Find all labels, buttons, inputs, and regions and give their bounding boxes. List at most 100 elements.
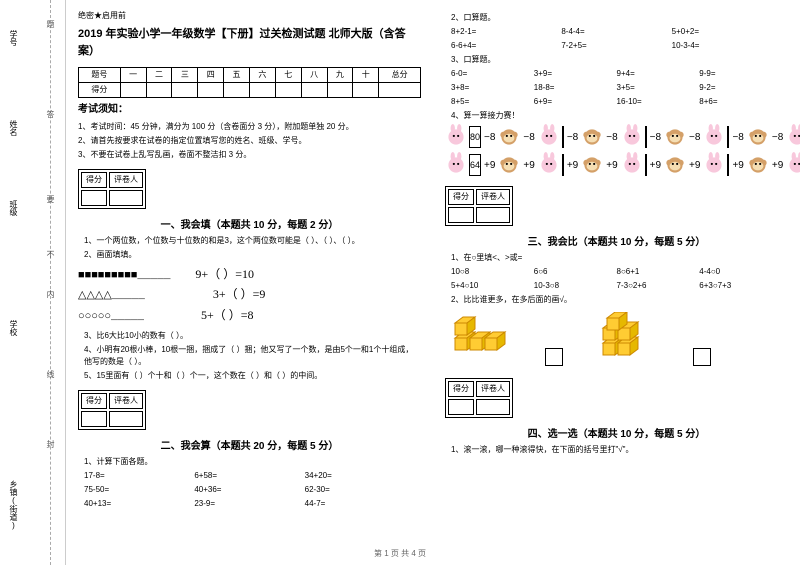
calc-item: 8+5= [451, 96, 534, 108]
grader-marker: 评卷人 [109, 172, 143, 188]
q2-2: 2、口算题。 [451, 12, 788, 24]
relay-op: +9 [689, 158, 700, 173]
left-column: 绝密★启用前 2019 年实验小学一年级数学【下册】过关检测试题 北师大版（含答… [66, 0, 433, 565]
binding-sidebar: 学号 姓名 班级 学校 乡镇(街道) 题 答 要 不 内 线 封 [0, 0, 66, 565]
score-header: 七 [275, 68, 301, 83]
shape-area: ■■■■■■■■■_____9+（ ）=10 △△△△_____3+（ ）=9 … [78, 265, 421, 327]
calc-item: 6○6 [534, 266, 617, 278]
grader-box: 得分评卷人 [445, 378, 513, 418]
score-header: 十 [353, 68, 379, 83]
relay-area: 80−8−8−8−8−8−8−8−864+9+9+9+9+9+9+9+9 [445, 124, 788, 178]
eq-c: 5+（ ）=8 [201, 306, 254, 325]
relay-box[interactable] [562, 154, 564, 176]
cube-svg [593, 312, 663, 362]
relay-box[interactable] [645, 126, 647, 148]
monkey-icon [664, 124, 686, 150]
notice-3: 3、不要在试卷上乱写乱画，卷面不整洁扣 3 分。 [78, 149, 421, 161]
q3-1: 1、在○里填<、>或= [451, 252, 788, 264]
calc-item: 10-3-4= [672, 40, 782, 52]
cut-char: 封 [45, 440, 56, 448]
notice-1: 1、考试时间：45 分钟，满分为 100 分（含卷面分 3 分），附加题单独 2… [78, 121, 421, 133]
shape-triangles: △△△△_____ [78, 290, 145, 302]
score-cell [120, 83, 146, 98]
calc-item: 44-7= [305, 498, 415, 510]
score-cell [249, 83, 275, 98]
section-1-title: 一、我会填（本题共 10 分，每题 2 分） [78, 218, 421, 233]
monkey-icon [498, 152, 520, 178]
score-cell [224, 83, 250, 98]
section-3-title: 三、我会比（本题共 10 分，每题 5 分） [445, 235, 788, 250]
q1-4: 4、小明有20根小棒，10根一捆，捆成了（ ）捆；他又写了一个数，是由5个一和1… [84, 344, 421, 368]
relay-box[interactable] [727, 154, 729, 176]
sidebar-label-school: 学校 [8, 320, 19, 336]
exam-title: 2019 年实验小学一年级数学【下册】过关检测试题 北师大版（含答案） [78, 26, 421, 59]
page-footer: 第 1 页 共 4 页 [374, 548, 426, 559]
score-header: 六 [249, 68, 275, 83]
relay-box[interactable] [562, 126, 564, 148]
q2-3: 3、口算题。 [451, 54, 788, 66]
grader-box: 得分评卷人 [78, 390, 146, 430]
answer-box[interactable] [545, 348, 563, 366]
relay-op: −8 [484, 130, 495, 145]
relay-op: +9 [772, 158, 783, 173]
calc-item: 34+20= [305, 470, 415, 482]
monkey-icon [747, 152, 769, 178]
rabbit-icon [445, 152, 467, 178]
sidebar-label-class: 班级 [8, 200, 19, 216]
cut-char: 不 [45, 250, 56, 258]
calc-item: 8+6= [699, 96, 782, 108]
cut-char: 题 [45, 20, 56, 28]
score-header: 九 [327, 68, 353, 83]
calc-item: 40+36= [194, 484, 304, 496]
cut-char: 答 [45, 110, 56, 118]
section-4-title: 四、选一选（本题共 10 分，每题 5 分） [445, 427, 788, 442]
cube-stack-right [593, 312, 663, 367]
score-cell [353, 83, 379, 98]
rabbit-icon [703, 124, 725, 150]
calc-item: 75-50= [84, 484, 194, 496]
calc-item: 40+13= [84, 498, 194, 510]
calc-item: 16-10= [617, 96, 700, 108]
score-header: 五 [224, 68, 250, 83]
eq-b: 3+（ ）=9 [213, 285, 266, 304]
calc-item: 7-3○2+6 [617, 280, 700, 292]
calc-item: 18-8= [534, 82, 617, 94]
answer-box[interactable] [693, 348, 711, 366]
score-cell [275, 83, 301, 98]
right-column: 2、口算题。 8+2-1=8-4-4=5+0+2=6-6+4=7-2+5=10-… [433, 0, 800, 565]
grader-box: 得分评卷人 [78, 169, 146, 209]
q1-5: 5、15里面有（ ）个十和（ ）个一，这个数在（ ）和（ ）的中间。 [84, 370, 421, 382]
relay-box[interactable] [645, 154, 647, 176]
q1-1: 1、一个两位数，个位数与十位数的和是3，这个两位数可能是（ ）、（ ）、（ ）。 [84, 235, 421, 247]
notice-title: 考试须知： [78, 102, 421, 117]
sidebar-label-id: 学号 [8, 30, 19, 46]
rabbit-icon [538, 152, 560, 178]
cut-line [50, 0, 51, 565]
grader-box: 得分评卷人 [445, 186, 513, 226]
relay-op: −8 [732, 130, 743, 145]
sidebar-label-name: 姓名 [8, 120, 19, 136]
calc-item: 8-4-4= [561, 26, 671, 38]
score-header: 八 [301, 68, 327, 83]
grader-score: 得分 [81, 172, 107, 188]
relay-op: −8 [689, 130, 700, 145]
score-header: 三 [172, 68, 198, 83]
rabbit-icon [621, 124, 643, 150]
cut-char: 内 [45, 290, 56, 298]
score-cell [172, 83, 198, 98]
notice-2: 2、请首先按要求在试卷的指定位置填写您的姓名、班级、学号。 [78, 135, 421, 147]
calc-item: 5+4○10 [451, 280, 534, 292]
relay-op: −8 [650, 130, 661, 145]
relay-box[interactable] [727, 126, 729, 148]
monkey-icon [581, 124, 603, 150]
relay-op: +9 [523, 158, 534, 173]
calc-item: 5+0+2= [672, 26, 782, 38]
calc-item: 6-0= [451, 68, 534, 80]
rabbit-icon [703, 152, 725, 178]
relay-op: +9 [606, 158, 617, 173]
relay-start: 64 [469, 154, 481, 176]
calc-item: 6+9= [534, 96, 617, 108]
q2-1: 1、计算下面各题。 [84, 456, 421, 468]
calc-item: 4-4○0 [699, 266, 782, 278]
score-header: 四 [198, 68, 224, 83]
